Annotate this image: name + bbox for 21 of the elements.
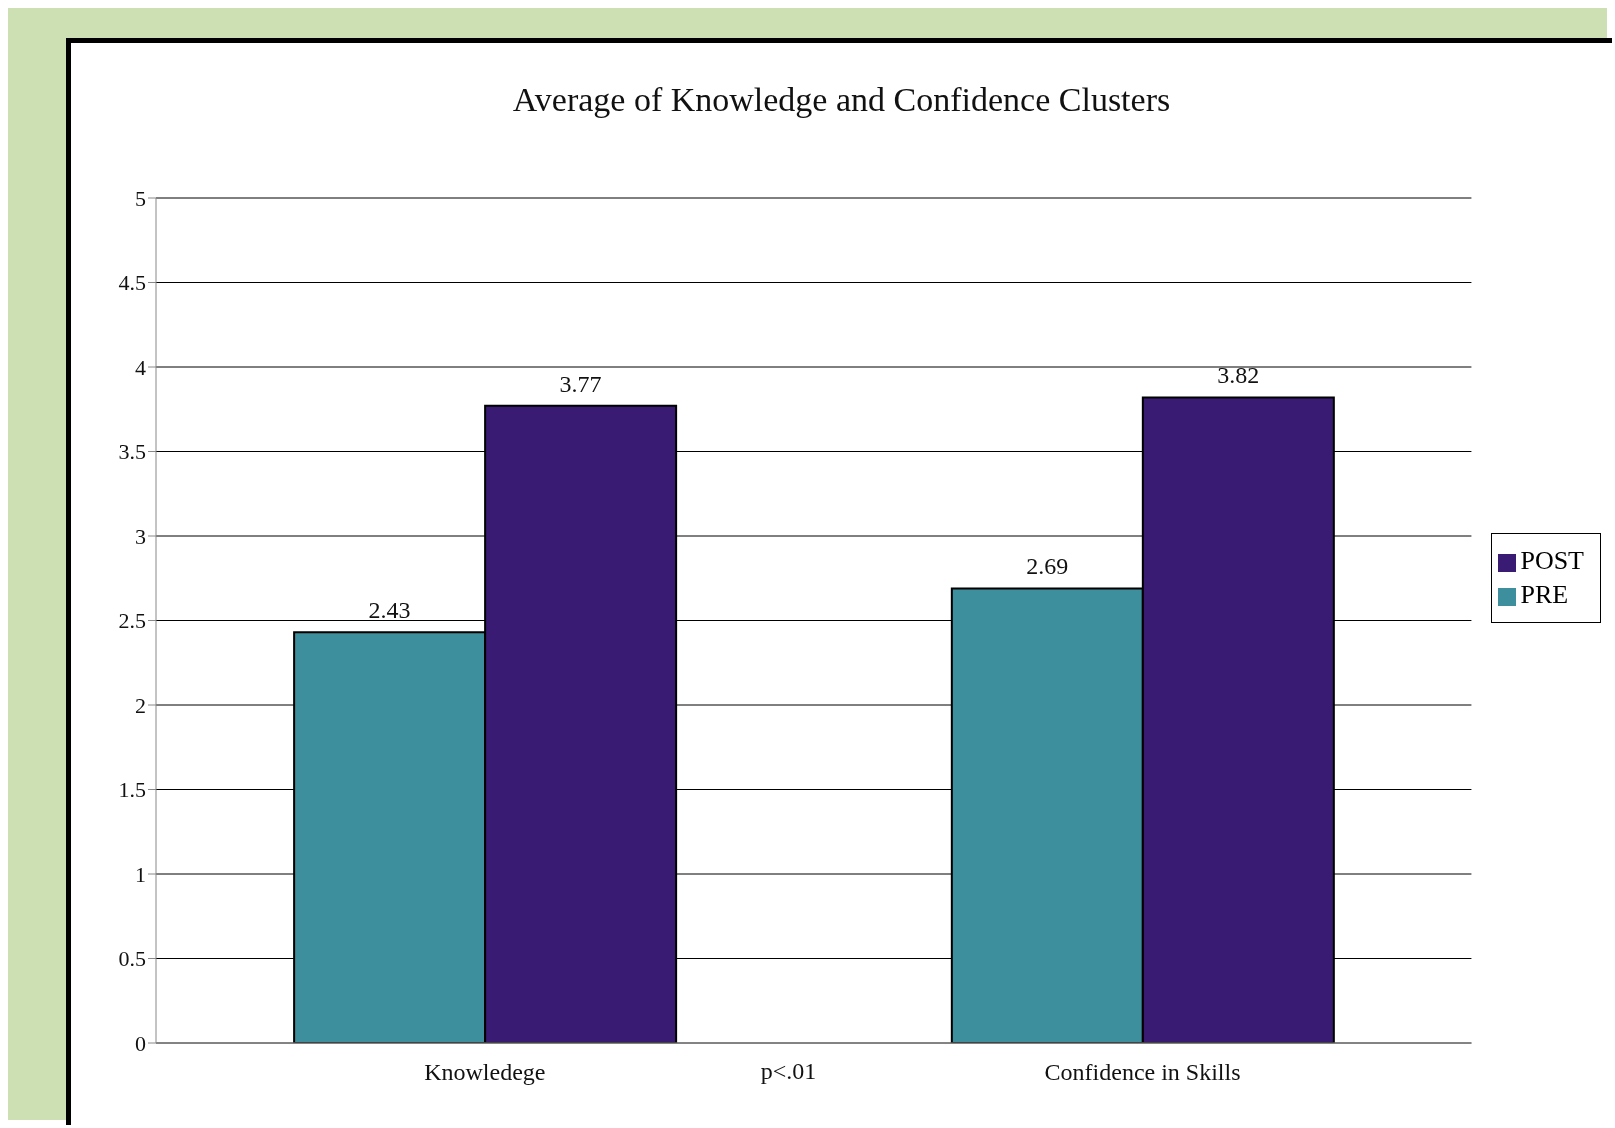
y-tick-label: 2.5 bbox=[118, 608, 146, 634]
y-tick-label: 1 bbox=[135, 861, 146, 887]
y-tick-label: 3.5 bbox=[118, 439, 146, 465]
data-label: 3.82 bbox=[1217, 362, 1260, 389]
data-label: 3.77 bbox=[559, 370, 602, 397]
y-tick-label: 3 bbox=[135, 523, 146, 549]
y-tick-label: 0.5 bbox=[118, 946, 146, 972]
text: p<.01 bbox=[760, 1058, 817, 1084]
y-tick-label: 0 bbox=[135, 1030, 146, 1056]
y-tick-label: 2 bbox=[135, 692, 146, 718]
x-tick-label: Knowledege bbox=[424, 1059, 546, 1086]
data-label: 2.43 bbox=[368, 597, 411, 624]
chart-title: Average of Knowledge and Confidence Clusters bbox=[511, 81, 1172, 119]
y-tick-label: 5 bbox=[135, 185, 146, 211]
y-tick-label: 1.5 bbox=[118, 777, 146, 803]
y-tick-label: 4 bbox=[135, 354, 146, 380]
legend-label: PRE bbox=[1520, 580, 1569, 609]
y-tick-label: 4.5 bbox=[118, 270, 146, 296]
legend-label: POST bbox=[1520, 546, 1584, 575]
x-tick-label: Confidence in Skills bbox=[1044, 1059, 1241, 1086]
data-label: 2.69 bbox=[1026, 553, 1069, 580]
